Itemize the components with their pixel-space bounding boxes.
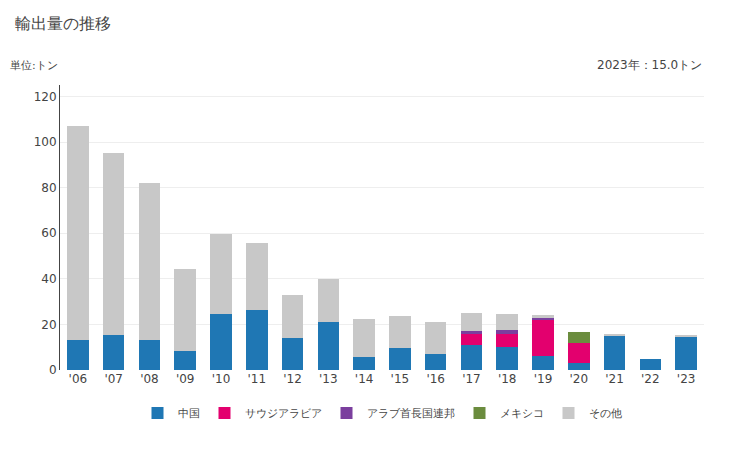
svg-text:'10: '10 — [212, 372, 231, 386]
svg-text:120: 120 — [34, 90, 57, 104]
svg-text:80: 80 — [41, 181, 56, 195]
svg-text:サウジアラビア: サウジアラビア — [245, 407, 322, 420]
svg-text:'06: '06 — [69, 372, 88, 386]
svg-text:20: 20 — [41, 318, 56, 332]
svg-text:2023年：15.0トン: 2023年：15.0トン — [597, 58, 702, 72]
svg-text:'22: '22 — [641, 372, 660, 386]
svg-text:'14: '14 — [355, 372, 374, 386]
svg-text:'16: '16 — [426, 372, 445, 386]
svg-text:40: 40 — [41, 272, 56, 286]
svg-text:中国: 中国 — [178, 407, 200, 420]
svg-text:60: 60 — [41, 226, 56, 240]
svg-text:'23: '23 — [677, 372, 696, 386]
svg-text:'20: '20 — [569, 372, 588, 386]
svg-text:輸出量の推移: 輸出量の推移 — [15, 14, 111, 33]
svg-text:'08: '08 — [140, 372, 159, 386]
svg-text:'17: '17 — [462, 372, 481, 386]
svg-text:その他: その他 — [589, 407, 622, 420]
svg-text:'21: '21 — [605, 372, 624, 386]
svg-text:メキシコ: メキシコ — [500, 407, 544, 420]
svg-text:'18: '18 — [498, 372, 517, 386]
svg-text:'09: '09 — [176, 372, 195, 386]
svg-text:'13: '13 — [319, 372, 338, 386]
svg-text:'15: '15 — [391, 372, 410, 386]
svg-text:'12: '12 — [283, 372, 302, 386]
svg-text:100: 100 — [34, 135, 57, 149]
svg-text:0: 0 — [49, 363, 57, 377]
svg-text:'07: '07 — [104, 372, 123, 386]
svg-text:単位:トン: 単位:トン — [10, 59, 58, 72]
svg-text:'11: '11 — [247, 372, 266, 386]
svg-text:アラブ首長国連邦: アラブ首長国連邦 — [367, 407, 455, 420]
svg-text:'19: '19 — [534, 372, 553, 386]
